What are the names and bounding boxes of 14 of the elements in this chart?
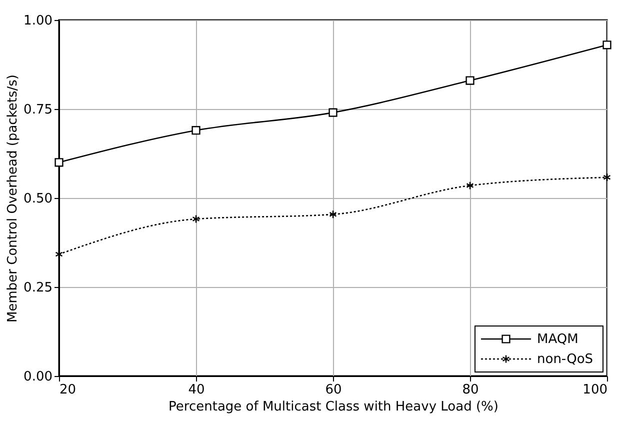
- legend-label: non-QoS: [537, 352, 594, 367]
- y-axis-title: Member Control Overhead (packets/s): [6, 74, 21, 322]
- x-tick-label: 60: [325, 382, 342, 398]
- y-tick-label: 0.75: [24, 102, 52, 118]
- x-tick-label: 40: [188, 382, 205, 398]
- x-tick-label: 100: [582, 382, 608, 398]
- y-tick-label: 0.50: [24, 192, 52, 206]
- legend-label: MAQM: [537, 332, 578, 347]
- y-tick-label: 0.00: [24, 370, 52, 384]
- x-axis-title: Percentage of Multicast Class with Heavy Load (%): [168, 400, 498, 414]
- y-tick-label: 0.25: [24, 280, 52, 296]
- x-tick-label: 80: [462, 382, 479, 398]
- x-tick-label: 20: [60, 382, 76, 398]
- y-tick-label: 1.00: [24, 14, 52, 28]
